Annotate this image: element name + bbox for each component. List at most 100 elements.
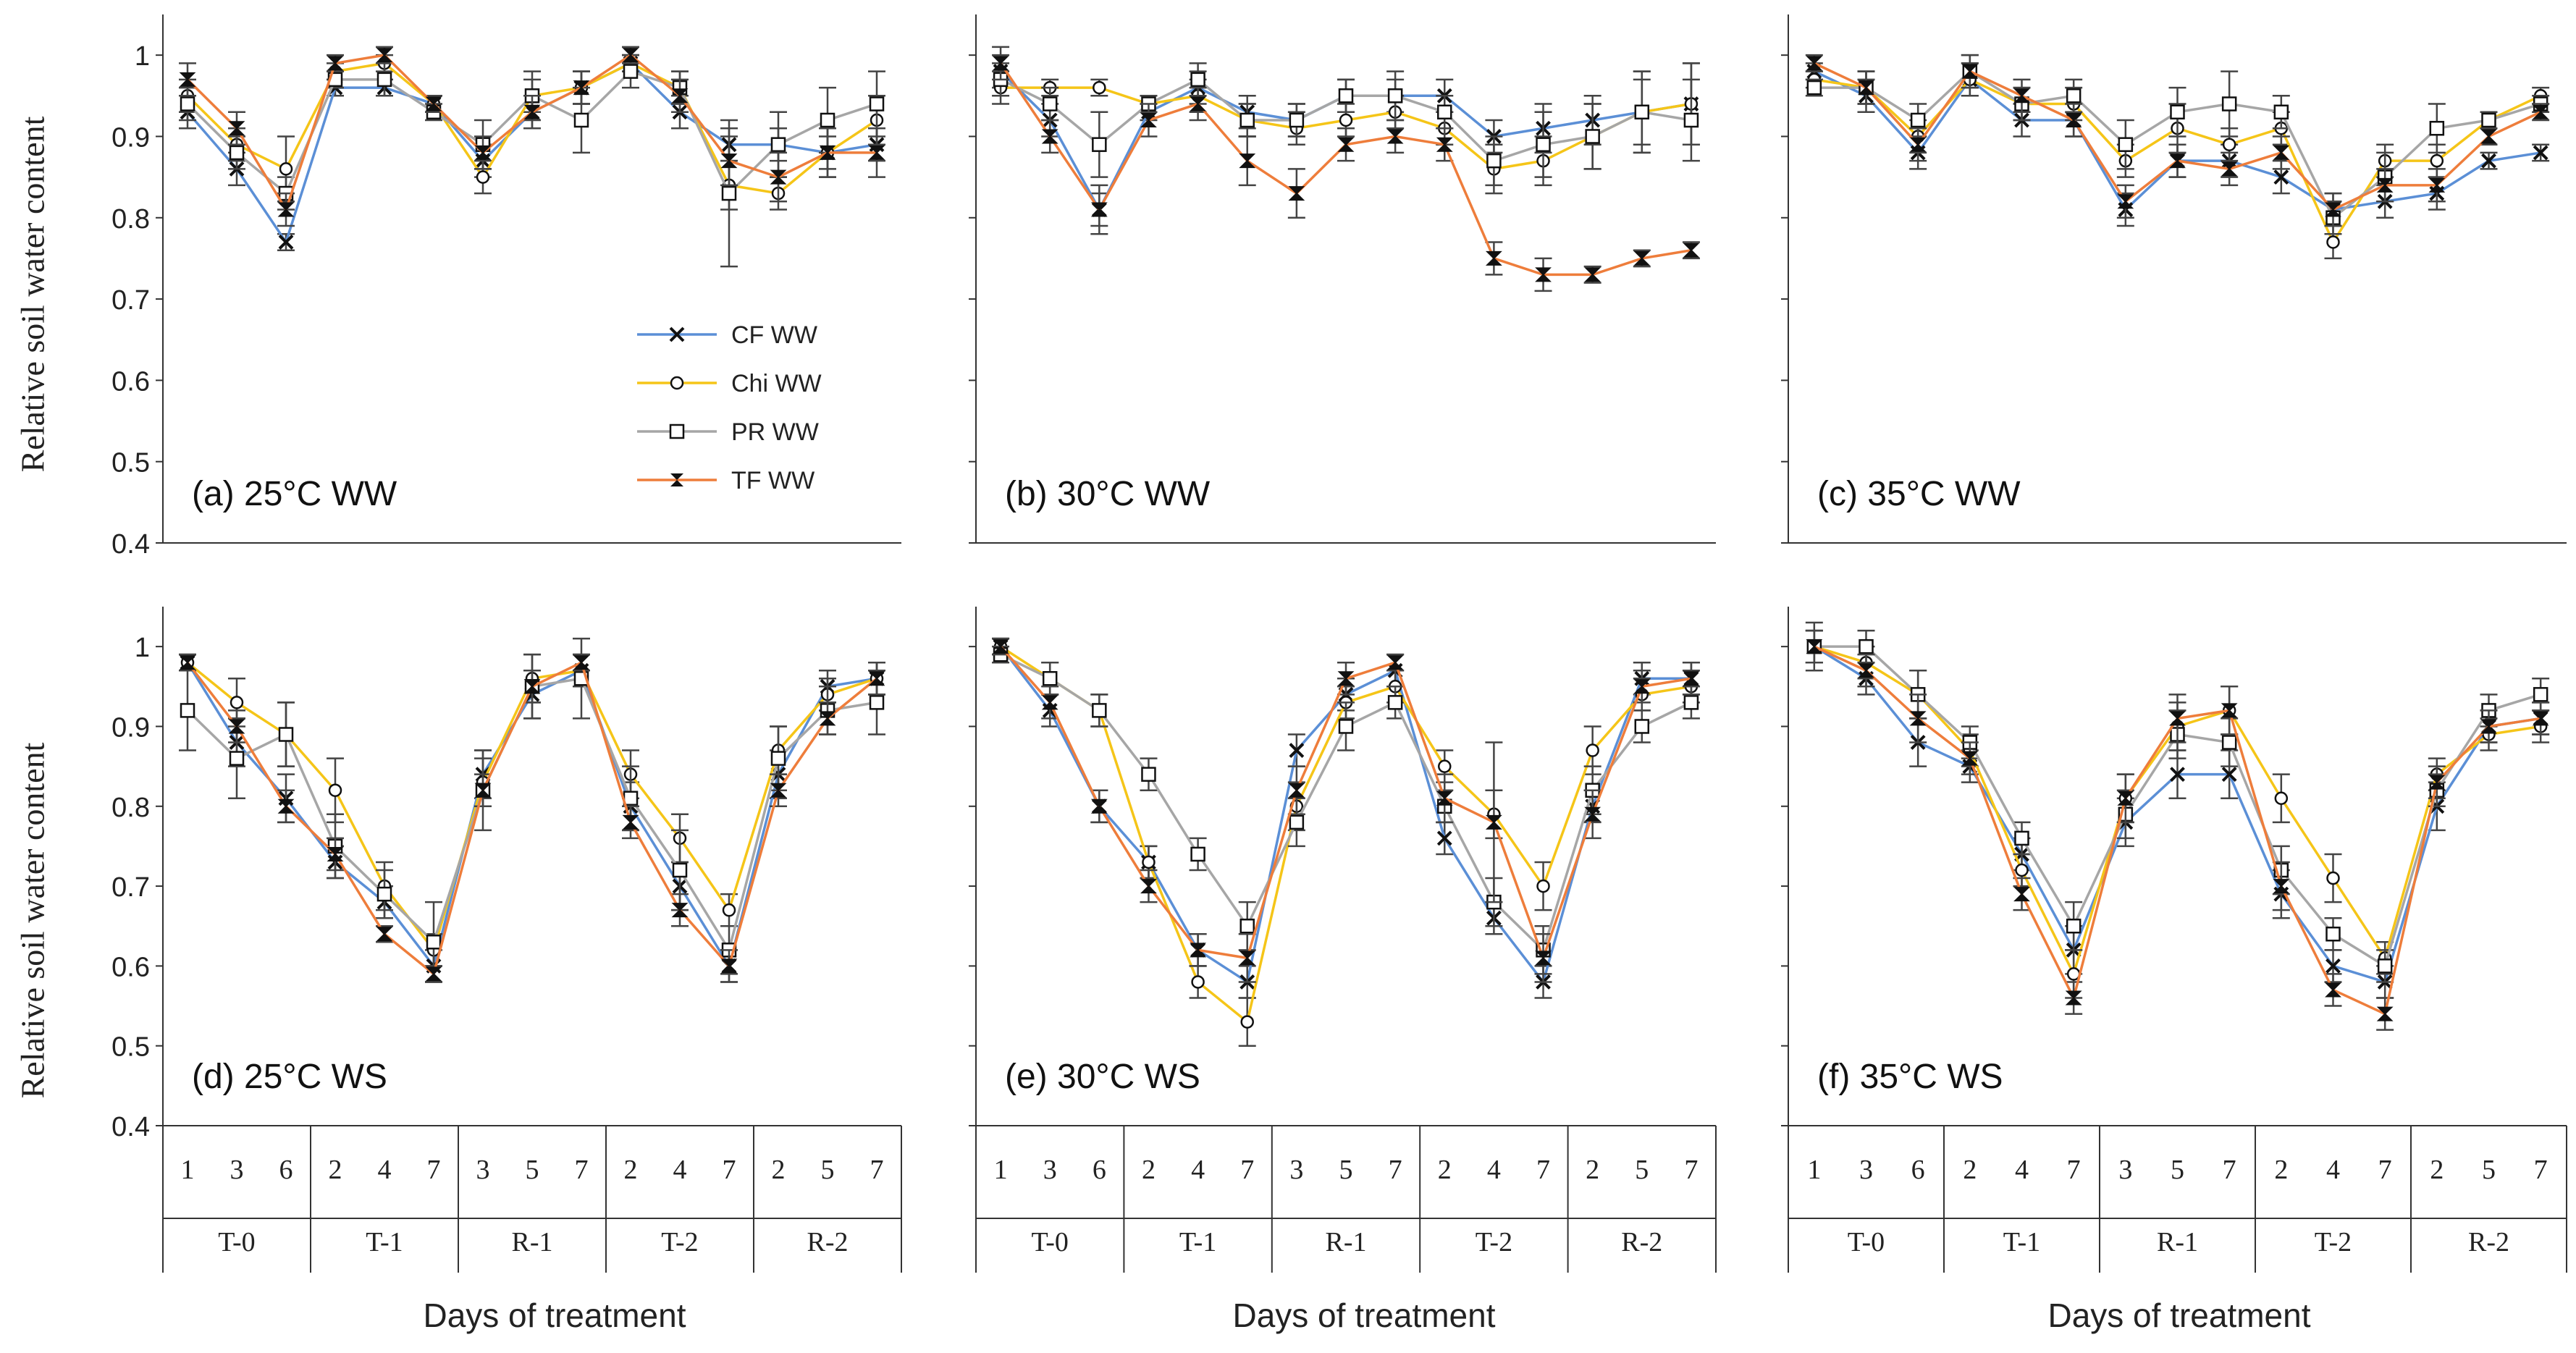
panel-title: (b) 30°C WW — [1005, 475, 1211, 513]
panel-title: (a) 25°C WW — [192, 475, 397, 513]
x-tick-label: 3 — [1043, 1155, 1057, 1185]
data-point — [228, 121, 245, 136]
y-axis-label-top: Relative soil water content — [14, 116, 51, 473]
group-label: R-1 — [2157, 1227, 2198, 1257]
data-point — [1093, 80, 1106, 95]
data-point — [1191, 975, 1205, 989]
data-point — [1486, 153, 1502, 169]
data-point — [2326, 871, 2340, 885]
data-point — [230, 696, 244, 709]
panel-e: 1 3 6 2 4 7 3 5 7 2 4 7 2 5 7 T-0 T-1 R-1 T-2 R-2 (e) 30°C W… — [969, 607, 1717, 1273]
data-point — [1289, 112, 1305, 128]
data-point — [1858, 80, 1874, 96]
data-point — [722, 903, 736, 917]
y-tick-label: 0.7 — [111, 285, 150, 316]
data-point — [1806, 80, 1822, 96]
data-point — [1190, 96, 1207, 111]
series-pr — [992, 62, 1700, 187]
data-point — [1436, 137, 1453, 152]
data-point — [573, 655, 590, 670]
x-tick-label: 1 — [994, 1155, 1008, 1185]
data-point — [2065, 113, 2082, 127]
data-point — [1909, 711, 1927, 726]
x-axis-label-left: Days of treatment — [423, 1297, 686, 1334]
data-point — [2273, 169, 2289, 185]
group-label: T-2 — [2315, 1227, 2352, 1257]
data-point — [2429, 120, 2445, 136]
data-point — [180, 96, 195, 111]
data-point — [720, 153, 738, 169]
data-point — [2221, 703, 2238, 718]
legend-marker — [670, 473, 683, 486]
x-tick-label: 1 — [1807, 1155, 1821, 1185]
data-point — [1190, 846, 1205, 862]
data-point — [770, 783, 787, 798]
data-point — [1535, 267, 1552, 282]
x-tick-label: 5 — [526, 1155, 539, 1185]
data-point — [328, 783, 342, 797]
data-point — [2221, 161, 2238, 177]
data-point — [1140, 113, 1157, 127]
data-point — [820, 112, 835, 128]
group-label: T-1 — [2003, 1227, 2040, 1257]
y-tick-label: 0.8 — [111, 793, 150, 823]
data-point — [1586, 743, 1599, 757]
data-point — [1338, 88, 1354, 104]
data-point — [2066, 918, 2082, 934]
y-tick-label: 0.5 — [111, 1032, 150, 1063]
data-point — [229, 145, 245, 161]
x-tick-label: 2 — [2430, 1155, 2444, 1185]
x-tick-label: 6 — [1093, 1155, 1106, 1185]
data-point — [2481, 112, 2496, 128]
data-point — [229, 751, 245, 766]
data-point — [1041, 695, 1058, 710]
data-point — [869, 96, 885, 111]
x-tick-label: 3 — [230, 1155, 244, 1185]
x-tick-label: 5 — [1635, 1155, 1649, 1185]
data-point — [1042, 671, 1058, 686]
data-point — [1858, 663, 1874, 678]
x-tick-label: 2 — [2274, 1155, 2288, 1185]
data-point — [2273, 145, 2290, 160]
data-point — [2014, 830, 2029, 846]
data-point — [2481, 153, 2496, 169]
data-point — [2428, 775, 2446, 790]
data-point — [1910, 112, 1926, 128]
y-tick-label: 1 — [135, 633, 150, 663]
data-point — [868, 145, 885, 160]
data-point — [2015, 863, 2029, 877]
data-point — [279, 162, 293, 176]
x-tick-label: 2 — [624, 1155, 638, 1185]
data-point — [1239, 918, 1255, 934]
x-tick-label: 3 — [1859, 1155, 1873, 1185]
data-point — [1683, 243, 1700, 258]
x-tick-label: 2 — [1438, 1155, 1452, 1185]
data-point — [1585, 129, 1600, 144]
data-point — [2325, 202, 2341, 217]
x-tick-label: 4 — [673, 1155, 687, 1185]
legend-label: Chi WW — [731, 370, 822, 397]
data-point — [179, 72, 196, 87]
legend-marker — [670, 376, 684, 390]
data-point — [1239, 153, 1256, 169]
data-point — [1386, 655, 1404, 670]
data-point — [1806, 639, 1823, 654]
series-pr — [1805, 629, 2550, 983]
data-point — [1339, 113, 1353, 127]
data-point — [2065, 990, 2082, 1006]
data-point — [1806, 56, 1823, 71]
y-tick-label: 0.6 — [111, 952, 150, 982]
y-tick-label: 0.9 — [111, 122, 150, 153]
group-label: T-1 — [366, 1227, 403, 1257]
data-point — [622, 814, 639, 830]
data-point — [1337, 137, 1355, 152]
data-point — [770, 137, 786, 152]
group-label: R-1 — [1326, 1227, 1367, 1257]
x-tick-label: 2 — [1586, 1155, 1599, 1185]
panel-title: (e) 30°C WS — [1005, 1058, 1200, 1096]
x-tick-label: 1 — [181, 1155, 195, 1185]
y-tick-label: 0.8 — [111, 204, 150, 235]
data-point — [2430, 153, 2444, 168]
data-point — [721, 185, 737, 201]
